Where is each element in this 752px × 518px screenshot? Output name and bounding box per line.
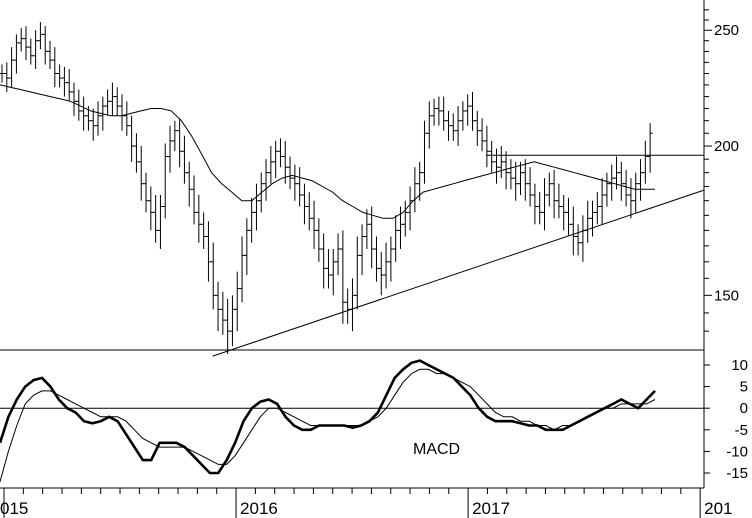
macd-y-axis: 10 5 0 -5 -10 -15 [704, 357, 748, 482]
price-tick-label: 150 [714, 287, 739, 304]
x-tick-label: 2017 [472, 499, 510, 518]
macd-tick-label: 5 [740, 379, 748, 396]
x-axis: 015 2016 2017 201 [0, 488, 733, 518]
x-tick-label: 201 [704, 499, 732, 518]
macd-tick-label: 10 [731, 357, 748, 374]
x-tick-label: 2016 [240, 499, 278, 518]
macd-tick-label: -5 [735, 422, 748, 439]
macd-tick-label: 0 [740, 400, 748, 417]
macd-label: MACD [413, 441, 460, 458]
price-bars [0, 22, 653, 354]
price-y-axis: 150 200 250 [704, 10, 739, 331]
macd-tick-label: -10 [726, 443, 748, 460]
support-trendline [213, 190, 704, 356]
macd-line [0, 361, 655, 473]
x-tick-label: 015 [0, 499, 28, 518]
price-tick-label: 250 [714, 22, 739, 39]
macd-panel: 10 5 0 -5 -10 -15 MACD [0, 350, 748, 488]
macd-tick-label: -15 [726, 465, 748, 482]
price-tick-label: 200 [714, 138, 739, 155]
price-panel: 150 200 250 [0, 0, 739, 356]
